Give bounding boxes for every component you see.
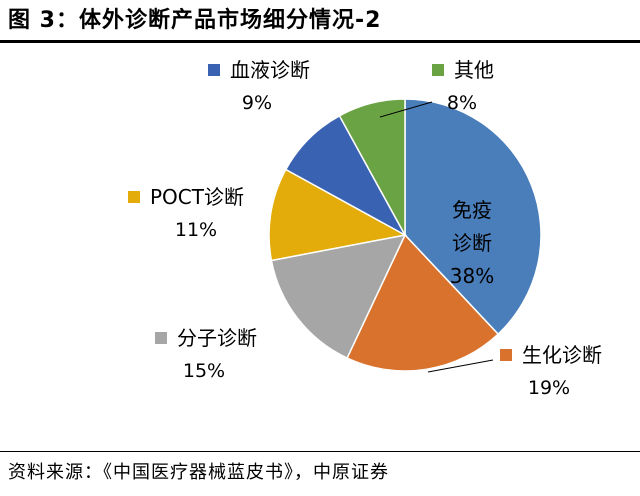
pie-slice-0 [404,98,542,336]
slice-label-1: 生化诊断 [522,343,602,367]
slice-label-3: POCT诊断 [150,185,244,209]
slice-value-0: 38% [450,264,494,288]
slice-value-4: 9% [242,92,272,114]
slice-label-5: 其他 [454,58,494,82]
legend-square-1 [500,349,512,361]
legend-square-3 [128,191,140,203]
slice-label-part1-0: 免疫 [452,198,492,222]
pie-slices [268,98,542,372]
leader-line-5 [379,101,433,118]
leader-lines [379,101,494,373]
slice-value-5: 8% [447,92,477,114]
source-note: 资料来源：《中国医疗器械蓝皮书》，中原证券 [8,462,389,483]
slice-value-1: 19% [528,377,570,399]
pie-slice-2 [270,233,407,360]
pie-slice-3 [268,168,408,262]
slice-label-part2-0: 诊断 [452,231,492,255]
legend-square-2 [155,332,167,344]
legend-square-5 [432,64,444,76]
leader-line-1 [427,359,494,373]
pie-slice-5 [338,98,406,236]
pie-slice-1 [346,233,500,372]
legend-square-4 [208,64,220,76]
slice-label-4: 血液诊断 [230,58,310,82]
source-rule [0,451,640,452]
figure-title: 图 3：体外诊断产品市场细分情况-2 [8,8,382,33]
slice-value-2: 15% [183,360,225,382]
slice-value-3: 11% [175,219,217,241]
slice-label-2: 分子诊断 [177,326,257,350]
title-rule [0,40,640,43]
